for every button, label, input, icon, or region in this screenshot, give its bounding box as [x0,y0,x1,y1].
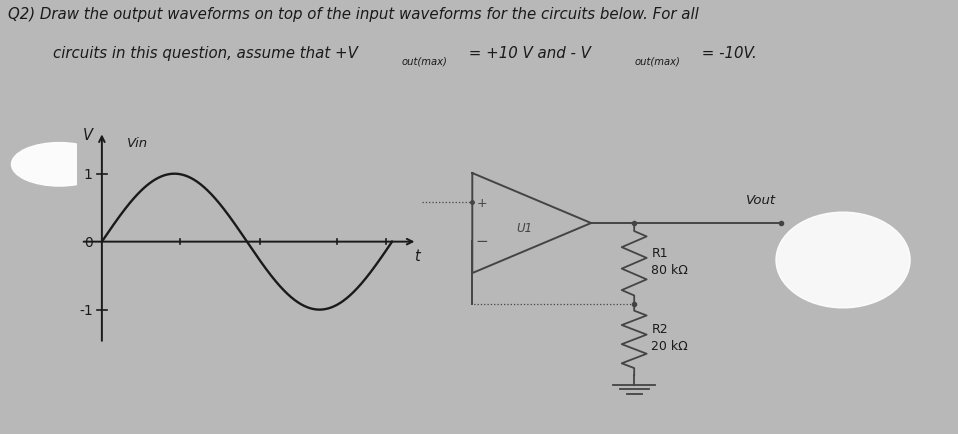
Text: out(max): out(max) [401,56,447,66]
Text: 80 kΩ: 80 kΩ [651,264,688,276]
Ellipse shape [11,143,107,187]
Text: −: − [475,233,489,248]
Text: Vin: Vin [273,172,293,185]
Text: out(max): out(max) [634,56,680,66]
Text: t: t [415,248,421,263]
Text: V: V [83,128,93,142]
Text: = +10 V and - V: = +10 V and - V [464,46,591,60]
Text: -1: -1 [80,303,93,317]
Text: Q2) Draw the output waveforms on top of the input waveforms for the circuits bel: Q2) Draw the output waveforms on top of … [8,7,698,21]
Text: +: + [476,196,488,209]
Text: Vout: Vout [746,193,776,206]
Text: 1: 1 [83,167,93,181]
Text: U1: U1 [516,221,532,234]
Text: R2: R2 [651,322,668,335]
Text: Vin: Vin [127,137,148,150]
Text: 0: 0 [84,235,93,249]
Text: 20 kΩ: 20 kΩ [651,340,688,352]
Text: R1: R1 [651,247,668,259]
Text: circuits in this question, assume that +V: circuits in this question, assume that +… [53,46,357,60]
Text: = -10V.: = -10V. [696,46,757,60]
Ellipse shape [776,213,910,308]
